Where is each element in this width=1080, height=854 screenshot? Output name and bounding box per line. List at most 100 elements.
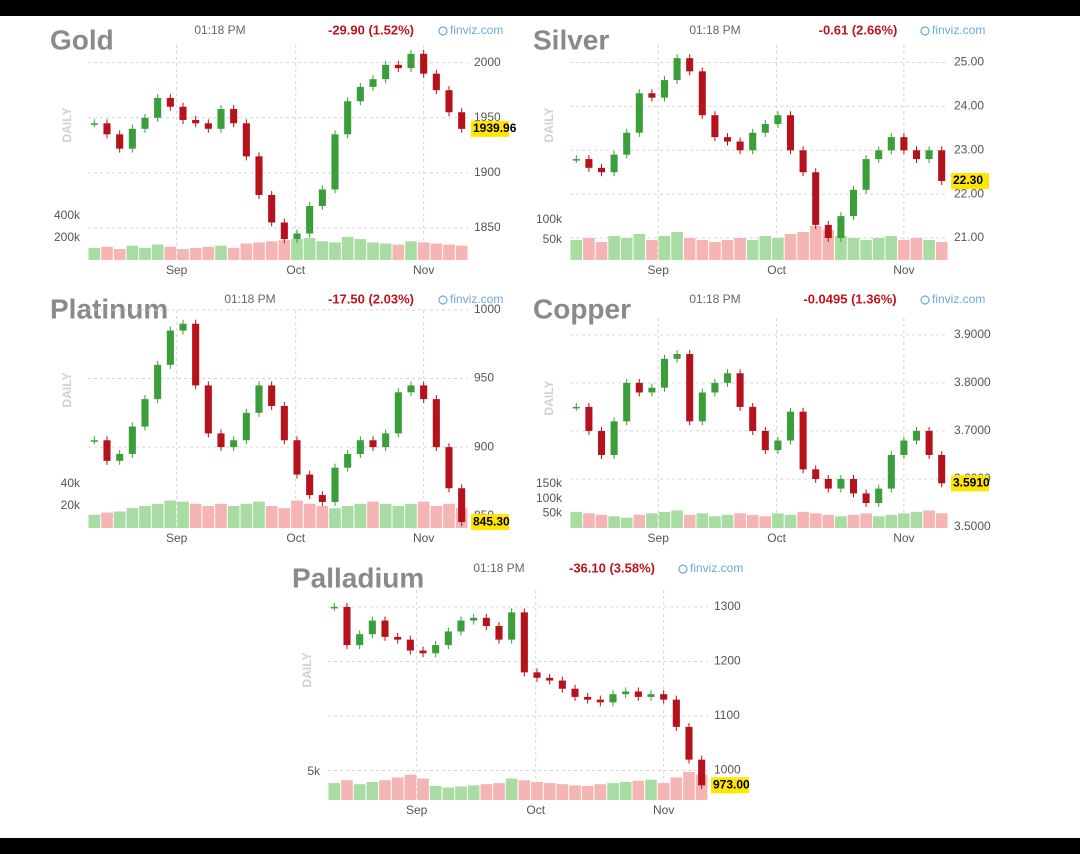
volume-bar bbox=[480, 784, 493, 800]
volume-bar bbox=[215, 503, 227, 528]
last-price-box bbox=[951, 173, 989, 190]
x-tick-label: Oct bbox=[286, 531, 305, 545]
volume-bar bbox=[633, 514, 646, 528]
last-price-label: 973.00 bbox=[713, 777, 750, 791]
candle bbox=[673, 58, 681, 81]
y-axis-label: DAILY bbox=[542, 108, 556, 143]
volume-bar bbox=[404, 774, 417, 800]
candle bbox=[344, 453, 352, 468]
volume-bar bbox=[303, 503, 316, 528]
volume-bar bbox=[671, 232, 683, 260]
candle bbox=[585, 406, 593, 431]
candle bbox=[609, 694, 617, 703]
volume-bar bbox=[139, 247, 151, 260]
time-label: 01:18 PM bbox=[473, 561, 524, 575]
chart-title: Copper bbox=[533, 293, 631, 324]
candle bbox=[686, 354, 694, 422]
candle bbox=[711, 115, 719, 138]
volume-bar bbox=[291, 500, 303, 528]
volume-bar bbox=[822, 230, 835, 260]
candle bbox=[660, 80, 669, 98]
volume-bar bbox=[126, 508, 139, 528]
candle bbox=[166, 97, 174, 107]
candle bbox=[369, 79, 377, 87]
candle bbox=[230, 440, 238, 448]
candle bbox=[343, 606, 351, 646]
candle bbox=[179, 323, 187, 331]
volume-bar bbox=[646, 240, 658, 260]
volume-bar bbox=[493, 783, 505, 800]
candle bbox=[458, 112, 466, 129]
y-axis-label: DAILY bbox=[542, 381, 556, 416]
volume-bar bbox=[392, 244, 405, 260]
volume-bar bbox=[935, 513, 948, 528]
candle bbox=[141, 117, 149, 129]
volume-bar bbox=[721, 514, 734, 528]
candle bbox=[546, 677, 554, 681]
y-axis-label: DAILY bbox=[300, 653, 314, 688]
volume-tick-label: 400k bbox=[54, 208, 81, 222]
volume-tick-label: 200k bbox=[54, 230, 81, 244]
volume-bar bbox=[784, 514, 797, 528]
volume-bar bbox=[101, 512, 113, 528]
y-axis-label: DAILY bbox=[60, 373, 74, 408]
y-tick-label: 25.00 bbox=[954, 55, 984, 69]
candle bbox=[862, 159, 870, 190]
volume-bar bbox=[113, 511, 126, 528]
volume-bar bbox=[303, 238, 316, 260]
volume-tick-label: 50k bbox=[543, 232, 563, 246]
y-tick-label: 1300 bbox=[714, 599, 741, 613]
source-icon bbox=[678, 564, 688, 574]
time-label: 01:18 PM bbox=[224, 292, 275, 306]
volume-bar bbox=[177, 249, 189, 260]
volume-bar bbox=[809, 226, 822, 260]
volume-bar bbox=[696, 513, 709, 528]
volume-bar bbox=[366, 781, 379, 800]
candle bbox=[356, 440, 364, 454]
last-price-label: 22.30 bbox=[953, 173, 983, 187]
candle bbox=[786, 411, 795, 441]
volume-bar bbox=[872, 516, 885, 528]
volume-bar bbox=[164, 500, 177, 528]
volume-tick-label: 20k bbox=[61, 498, 81, 512]
volume-bar bbox=[910, 238, 923, 260]
y-tick-label: 23.00 bbox=[954, 142, 984, 156]
volume-bar bbox=[646, 513, 658, 528]
candle bbox=[331, 134, 339, 190]
candle bbox=[849, 189, 858, 217]
volume-bar bbox=[531, 781, 543, 800]
y-tick-label: 21.00 bbox=[954, 230, 984, 244]
candle bbox=[306, 474, 314, 496]
candle bbox=[420, 385, 428, 400]
candle bbox=[925, 430, 933, 455]
chart-title: Gold bbox=[50, 24, 114, 55]
candle bbox=[912, 150, 921, 160]
x-tick-label: Oct bbox=[767, 263, 786, 277]
candle bbox=[166, 330, 174, 365]
candle bbox=[597, 167, 606, 173]
volume-bar bbox=[583, 513, 595, 528]
volume-bar bbox=[594, 784, 607, 800]
volume-bar bbox=[608, 236, 620, 260]
volume-bar bbox=[822, 514, 835, 528]
chart-title: Silver bbox=[533, 24, 609, 55]
candle bbox=[938, 150, 946, 182]
candle bbox=[824, 224, 832, 239]
volume-bar bbox=[619, 781, 632, 800]
volume-bar bbox=[759, 516, 772, 528]
x-tick-label: Nov bbox=[413, 531, 434, 545]
volume-bar bbox=[316, 241, 329, 260]
x-tick-label: Nov bbox=[653, 803, 674, 817]
volume-bar bbox=[202, 246, 215, 260]
candle bbox=[786, 115, 795, 151]
candle bbox=[685, 726, 693, 760]
volume-bar bbox=[683, 771, 695, 800]
x-tick-label: Oct bbox=[286, 263, 305, 277]
candle bbox=[610, 421, 618, 455]
source-label: finviz.com bbox=[450, 23, 503, 37]
volume-bar bbox=[721, 240, 734, 260]
last-price-box bbox=[951, 475, 989, 492]
candle bbox=[306, 205, 314, 234]
candle bbox=[634, 691, 642, 697]
